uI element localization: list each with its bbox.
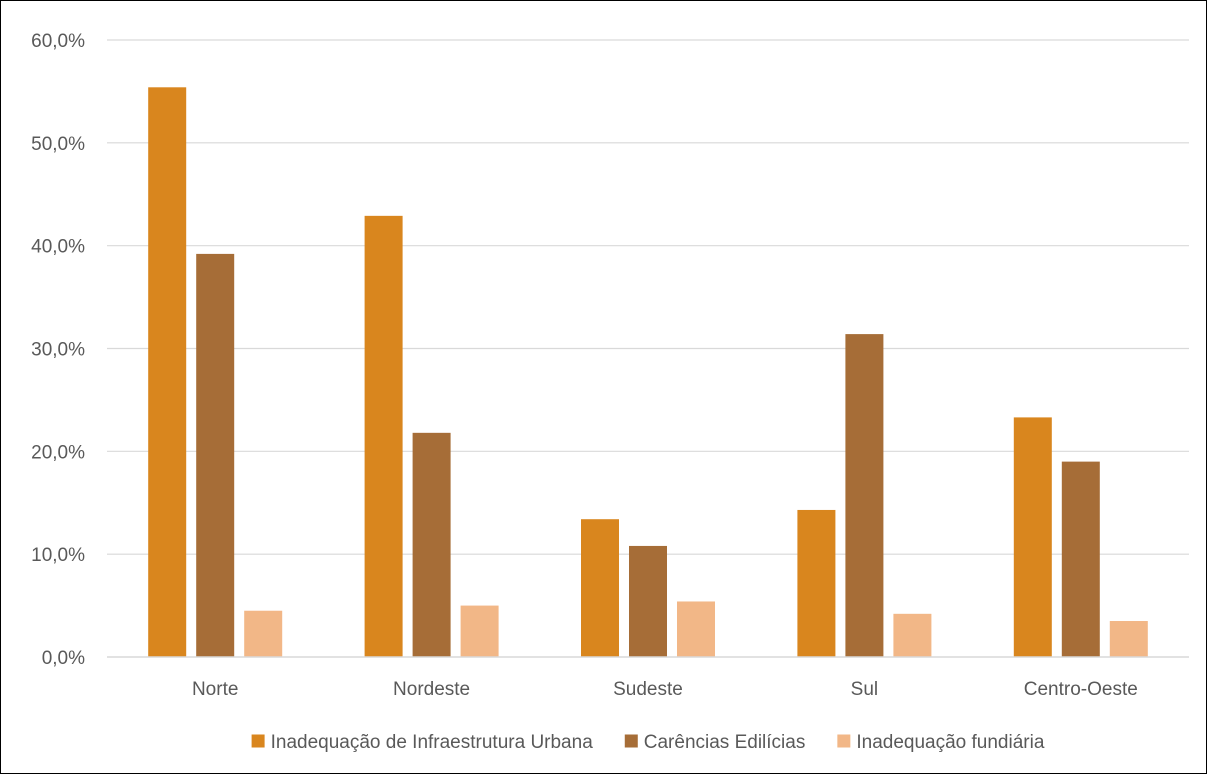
legend-swatch	[251, 734, 265, 748]
bar-sudeste-series-2	[629, 545, 667, 657]
legend-label: Carências Edilícias	[644, 732, 806, 753]
bar-sudeste-series-3	[677, 601, 715, 657]
legend-label: Inadequação de Infraestrutura Urbana	[271, 732, 594, 753]
y-axis-ticks: 0,0% 10,0% 20,0% 30,0% 40,0% 50,0% 60,0%	[31, 31, 85, 669]
x-tick-label: Nordeste	[393, 679, 470, 700]
y-tick-label: 10,0%	[31, 545, 85, 566]
bar-nordeste-series-2	[412, 432, 451, 657]
bar-sul-series-3	[893, 613, 932, 657]
bar-sul-series-2	[845, 334, 884, 657]
bar-centro-oeste-series-2	[1061, 461, 1100, 657]
bar-nordeste-series-1	[364, 215, 403, 657]
bar-norte-series-2	[196, 253, 235, 658]
y-tick-label: 50,0%	[31, 134, 85, 155]
y-tick-label: 60,0%	[31, 31, 85, 52]
bar-centro-oeste-series-1	[1013, 417, 1052, 657]
gridlines	[107, 39, 1189, 555]
y-tick-label: 20,0%	[31, 442, 85, 463]
x-tick-label: Norte	[192, 679, 238, 700]
bar-sul-series-1	[797, 509, 836, 657]
bar-centro-oeste-series-3	[1109, 621, 1148, 657]
x-tick-label: Sul	[851, 679, 878, 700]
bar-norte-series-3	[244, 610, 283, 657]
bar-norte-series-1	[148, 87, 187, 657]
legend-swatch	[837, 734, 851, 748]
x-axis-ticks: Norte Nordeste Sudeste Sul Centro-Oeste	[192, 679, 1138, 700]
legend-swatch	[624, 734, 638, 748]
x-tick-label: Sudeste	[613, 679, 683, 700]
legend: Inadequação de Infraestrutura Urbana Carê…	[251, 732, 1045, 753]
y-tick-label: 0,0%	[42, 648, 85, 669]
y-tick-label: 40,0%	[31, 237, 85, 258]
y-tick-label: 30,0%	[31, 340, 85, 361]
bar-sudeste-series-1	[581, 519, 619, 657]
bars	[148, 87, 1148, 658]
bar-nordeste-series-3	[460, 605, 499, 657]
x-tick-label: Centro-Oeste	[1024, 679, 1138, 700]
legend-label: Inadequação fundiária	[856, 732, 1044, 753]
